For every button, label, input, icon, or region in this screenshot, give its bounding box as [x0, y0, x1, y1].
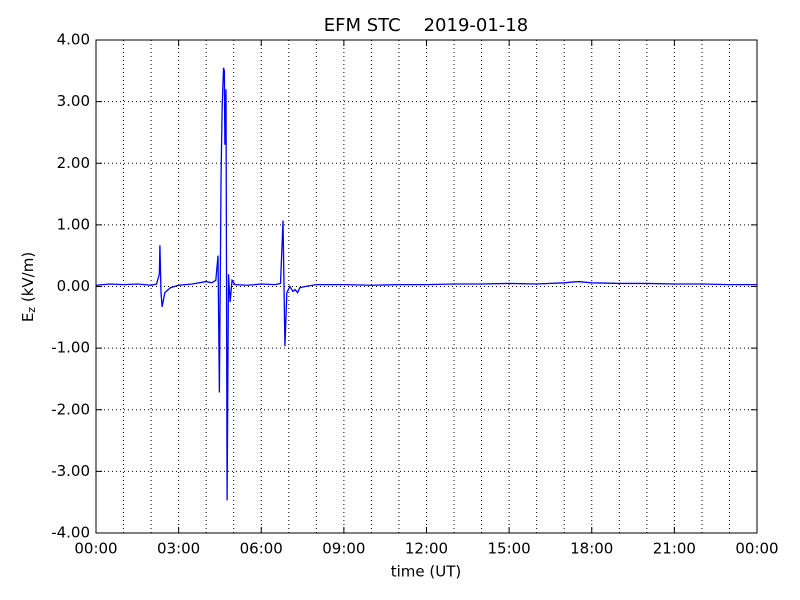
chart-title: EFM STC 2019-01-18: [324, 15, 528, 36]
y-tick-label: 1.00: [57, 215, 90, 233]
y-tick-label: 2.00: [57, 154, 90, 172]
y-tick-label: 4.00: [57, 31, 90, 49]
x-tick-label: 18:00: [570, 540, 613, 558]
x-axis-label: time (UT): [391, 563, 462, 581]
x-tick-label: 09:00: [322, 540, 365, 558]
y-label-base: E: [19, 313, 37, 322]
y-tick-label: -4.00: [51, 524, 90, 542]
y-tick-label: -2.00: [51, 400, 90, 418]
y-tick-label: 0.00: [57, 277, 90, 295]
x-tick-label: 03:00: [157, 540, 200, 558]
data-line: [95, 67, 757, 501]
x-tick-label: 00:00: [74, 540, 117, 558]
x-tick-label: 12:00: [405, 540, 448, 558]
y-tick-label: 3.00: [57, 92, 90, 110]
y-axis-label: Ez (kV/m): [19, 252, 39, 322]
plot-frame: [95, 39, 758, 534]
x-tick-label: 21:00: [653, 540, 696, 558]
x-tick-label: 06:00: [240, 540, 283, 558]
y-tick-label: -3.00: [51, 462, 90, 480]
y-label-subscript: z: [25, 307, 38, 313]
x-tick-label: 15:00: [488, 540, 531, 558]
y-tick-label: -1.00: [51, 339, 90, 357]
x-tick-label: 00:00: [735, 540, 778, 558]
y-label-unit: (kV/m): [19, 252, 37, 307]
